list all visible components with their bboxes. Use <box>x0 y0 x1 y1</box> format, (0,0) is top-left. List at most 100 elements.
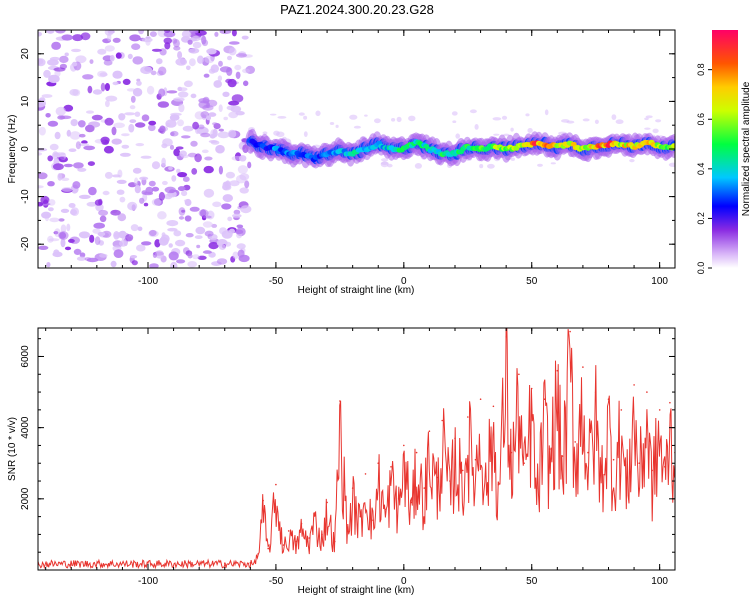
snr-point <box>467 416 469 418</box>
noise-speck <box>226 105 235 111</box>
snr-plot-area <box>38 328 675 570</box>
noise-speck <box>190 93 197 99</box>
noise-speck <box>38 31 42 37</box>
noise-speck <box>49 143 59 151</box>
noise-speck <box>132 56 144 65</box>
noise-speck <box>191 35 201 42</box>
noise-speck <box>179 150 187 157</box>
noise-speck <box>54 131 61 140</box>
snr-point <box>397 498 400 500</box>
noise-speck <box>86 257 99 263</box>
faint-speck <box>277 116 287 119</box>
snr-point <box>339 400 341 402</box>
snr-point <box>423 487 426 489</box>
noise-speck <box>38 58 44 65</box>
faint-speck <box>645 115 653 119</box>
noise-speck <box>83 145 96 151</box>
noise-speck <box>178 207 186 216</box>
noise-speck <box>173 230 182 237</box>
snr-point <box>334 540 336 543</box>
spectrogram-noise-region <box>38 30 675 268</box>
noise-speck <box>122 78 131 85</box>
noise-speck <box>192 121 200 130</box>
noise-speck <box>136 244 146 252</box>
noise-speck <box>169 189 176 194</box>
noise-speck <box>52 163 64 171</box>
noise-speck <box>218 165 223 175</box>
noise-speck <box>47 181 55 187</box>
faint-speck <box>469 109 477 114</box>
faint-speck <box>391 118 396 122</box>
noise-speck <box>216 258 228 265</box>
noise-speck <box>234 64 242 71</box>
noise-speck <box>88 121 101 128</box>
noise-speck <box>76 256 87 261</box>
noise-speck <box>58 231 69 240</box>
snr-point <box>594 391 597 393</box>
noise-speck <box>204 55 215 64</box>
noise-speck <box>79 252 86 258</box>
snr-point <box>523 462 525 465</box>
snr-point <box>669 401 671 404</box>
snr-point <box>415 451 418 454</box>
noise-speck <box>39 97 46 103</box>
noise-speck <box>92 89 103 95</box>
noise-speck <box>247 161 252 169</box>
colorbar-axis: 0.0 0.2 0.4 0.6 0.8 <box>696 63 712 274</box>
y-tick-label: 4000 <box>20 416 31 439</box>
noise-speck <box>197 55 204 64</box>
snr-point <box>257 553 259 555</box>
snr-point <box>600 466 602 468</box>
noise-speck <box>140 155 152 159</box>
noise-speck <box>237 249 245 258</box>
noise-speck <box>231 94 244 103</box>
faint-speck <box>537 163 543 167</box>
spectrogram-x-label: Height of straight line (km) <box>298 285 415 296</box>
noise-speck <box>135 143 145 147</box>
noise-speck <box>112 81 119 86</box>
snr-point <box>147 562 149 564</box>
track-core <box>671 143 675 149</box>
noise-speck <box>130 95 136 103</box>
noise-speck <box>242 68 250 74</box>
noise-speck <box>201 149 209 154</box>
snr-background <box>38 328 675 570</box>
snr-point <box>287 530 290 532</box>
faint-speck <box>455 133 461 139</box>
noise-speck <box>59 55 69 64</box>
noise-speck <box>81 140 88 144</box>
noise-speck <box>212 201 222 208</box>
noise-speck <box>47 120 59 127</box>
noise-speck <box>143 191 154 196</box>
snr-point <box>372 519 374 521</box>
faint-speck <box>452 120 457 123</box>
noise-speck <box>203 73 210 78</box>
noise-speck <box>78 231 90 239</box>
noise-speck <box>158 191 165 201</box>
noise-speck <box>71 48 81 53</box>
snr-point <box>569 330 571 333</box>
spectrogram-signal-track <box>245 128 675 169</box>
snr-point <box>620 409 623 411</box>
x-tick-label: -100 <box>138 576 158 587</box>
noise-speck <box>150 70 157 76</box>
noise-speck <box>208 112 217 117</box>
noise-speck <box>175 58 187 66</box>
noise-speck <box>116 179 127 184</box>
noise-speck <box>176 259 186 264</box>
noise-speck <box>239 187 249 194</box>
noise-speck <box>110 209 121 216</box>
noise-speck <box>201 35 207 45</box>
faint-speck <box>303 131 308 138</box>
noise-speck <box>170 130 179 137</box>
noise-speck <box>130 224 139 232</box>
noise-speck <box>77 120 86 128</box>
snr-point <box>326 501 328 504</box>
noise-speck <box>113 231 120 240</box>
noise-speck <box>196 244 201 249</box>
noise-speck <box>164 30 171 33</box>
faint-speck <box>349 114 358 120</box>
noise-speck <box>97 231 106 237</box>
noise-speck <box>104 30 114 36</box>
noise-speck <box>118 230 127 239</box>
